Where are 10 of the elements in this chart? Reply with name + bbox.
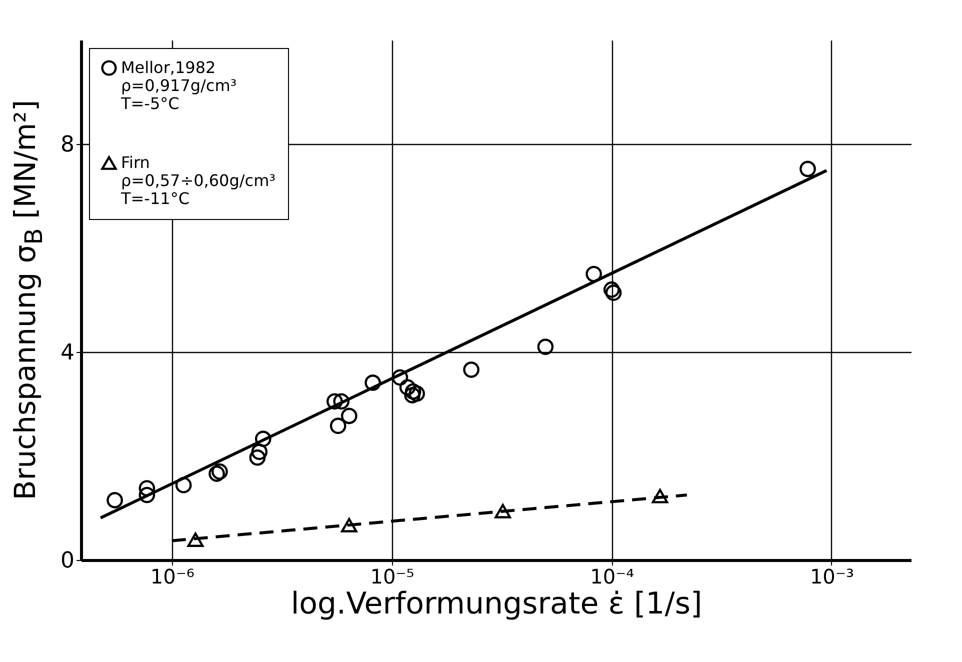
- x-tick-label: 10⁻³: [810, 564, 854, 588]
- x-axis-title: log.Verformungsrate ε̇ [1/s]: [290, 586, 702, 622]
- x-tick-label: 10⁻⁶: [150, 564, 194, 588]
- x-tick-label: 10⁻⁴: [590, 564, 634, 588]
- legend-label: Firn ρ=0,57÷0,60g/cm³ T=-11°C: [120, 153, 276, 208]
- y-tick-label: 8: [60, 132, 74, 158]
- y-tick-label: 4: [60, 340, 74, 366]
- legend-label: Mellor,1982 ρ=0,917g/cm³ T=-5°C: [120, 58, 237, 113]
- x-tick-label: 10⁻⁵: [370, 564, 414, 588]
- y-tick-label: 0: [60, 548, 74, 574]
